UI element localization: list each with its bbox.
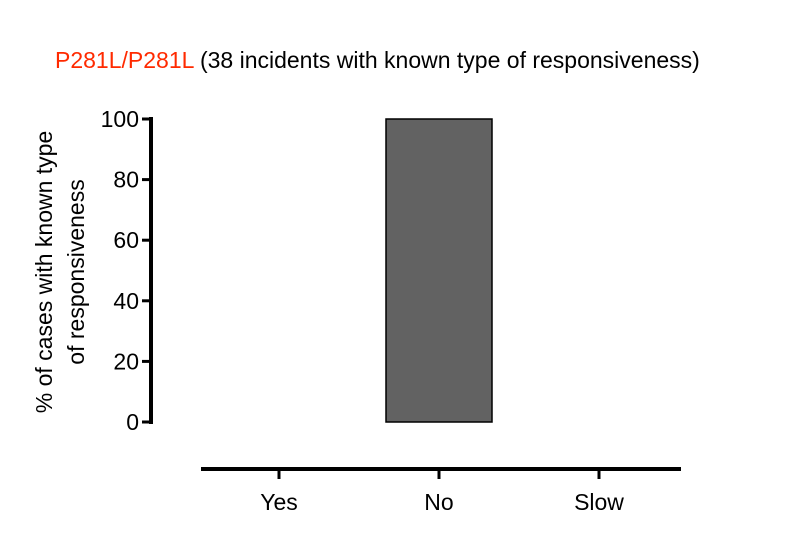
y-axis-label-line1: % of cases with known type <box>31 131 57 414</box>
x-tick-label-no: No <box>424 489 453 515</box>
y-tick-label-40: 40 <box>113 288 139 314</box>
chart-title-rest: (38 incidents with known type of respons… <box>194 47 700 73</box>
y-tick-label-100: 100 <box>101 106 139 132</box>
y-tick-label-80: 80 <box>113 167 139 193</box>
x-ticks: Yes No Slow <box>260 469 624 515</box>
chart-title: P281L/P281L (38 incidents with known typ… <box>55 47 700 73</box>
y-tick-label-0: 0 <box>126 409 139 435</box>
bars <box>385 118 493 423</box>
y-axis-label-line2: of responsiveness <box>63 179 89 364</box>
chart-title-prefix: P281L/P281L <box>55 47 195 73</box>
x-tick-label-slow: Slow <box>574 489 624 515</box>
y-tick-label-20: 20 <box>113 348 139 374</box>
y-ticks: 0 20 40 60 80 100 <box>101 106 151 435</box>
x-tick-label-yes: Yes <box>260 489 298 515</box>
y-tick-label-60: 60 <box>113 227 139 253</box>
y-axis-label: % of cases with known type of responsive… <box>31 131 89 414</box>
bar-no <box>385 118 493 423</box>
